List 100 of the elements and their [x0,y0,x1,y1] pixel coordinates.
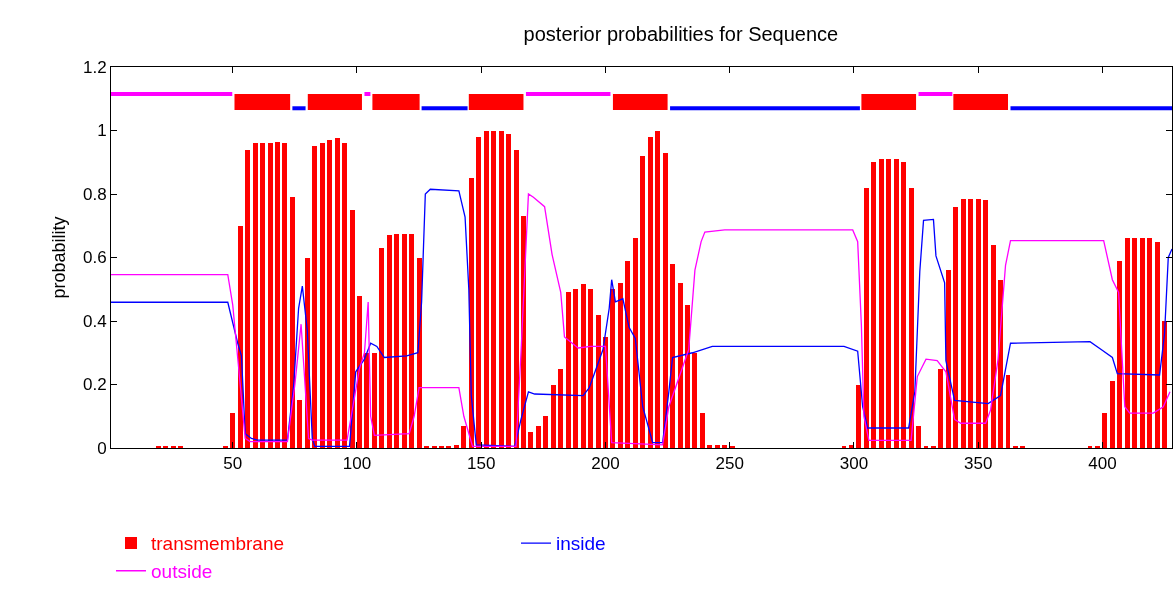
bar [894,159,899,448]
x-tick-label: 200 [591,454,620,474]
bar [320,143,325,448]
bar [685,305,690,448]
y-axis-title: probability [49,216,70,299]
bar [670,264,675,448]
legend-label: transmembrane [151,533,285,555]
bar [491,131,496,448]
bar [596,315,601,448]
bar [558,369,563,448]
bar [253,143,258,448]
bar [916,426,921,448]
x-tick-label: 300 [839,454,869,474]
bar [663,153,668,448]
bar [655,131,660,448]
x-tick-label: 50 [223,454,243,474]
bar [1162,321,1167,448]
bar [1110,381,1115,448]
bar [581,284,586,448]
bar [722,445,727,448]
bar [1140,238,1145,448]
bar [991,245,996,448]
bar [700,413,705,448]
bar [909,188,914,448]
bar [536,426,541,448]
bar [387,235,392,448]
bar [1155,242,1160,448]
bar [871,162,876,448]
bar [484,131,489,448]
bar [1132,238,1137,448]
bar [610,289,615,448]
bar [976,199,981,448]
bar [551,385,556,448]
bar [350,210,355,448]
bar [1147,238,1152,448]
bar [327,140,332,448]
y-tick-label: 0.8 [82,184,107,204]
y-tick-label: 1.2 [82,57,107,77]
bar [476,137,481,448]
y-tick-label: 0.6 [82,248,107,268]
bar [543,416,548,448]
x-tick-label: 150 [467,454,496,474]
bar [864,188,869,448]
bar [1125,238,1130,448]
x-tick-label: 250 [715,454,744,474]
bar [514,150,519,448]
bar [946,270,951,448]
bar [364,353,369,448]
bar [1102,413,1107,448]
bar [290,197,295,448]
bar [275,142,280,448]
bar [1006,375,1010,448]
bar [260,143,265,448]
x-tick-label: 350 [964,454,993,474]
y-tick-label: 0.2 [82,375,107,395]
bar [968,199,973,448]
y-tick-label: 0 [97,438,107,458]
bar [342,143,347,448]
chart-title: posterior probabilities for Sequence [523,22,839,45]
bar [394,234,399,448]
bar [499,131,504,448]
bar [678,283,683,448]
bar [886,159,891,448]
bar [961,199,966,448]
bar [640,156,645,448]
legend-label: inside [556,533,606,555]
bar [633,238,638,448]
bar [573,289,578,448]
x-tick-label: 100 [342,454,372,474]
bar [901,162,906,448]
bar [402,234,407,448]
bar [461,426,466,448]
bar [879,159,884,448]
bar [268,143,273,448]
bar [312,146,317,448]
legend-label: outside [151,561,213,583]
bar [357,296,362,448]
bar [282,143,287,448]
bar [983,200,988,448]
bar [297,400,302,448]
bar [409,234,414,448]
bar [715,445,720,448]
bar [454,445,459,448]
bar [625,261,630,448]
bar [856,385,861,448]
bar [648,137,653,448]
x-tick-label: 400 [1088,454,1117,474]
bar [245,150,250,448]
y-tick-label: 1 [97,121,107,141]
bar [335,138,340,448]
bar [372,353,377,448]
bar [692,353,697,448]
y-tick-label: 0.4 [82,311,107,331]
bar [528,432,533,448]
bar [618,283,623,448]
bar [566,292,571,448]
bar [230,413,235,448]
bar [379,248,384,448]
bar [953,207,958,448]
bar [707,445,712,448]
